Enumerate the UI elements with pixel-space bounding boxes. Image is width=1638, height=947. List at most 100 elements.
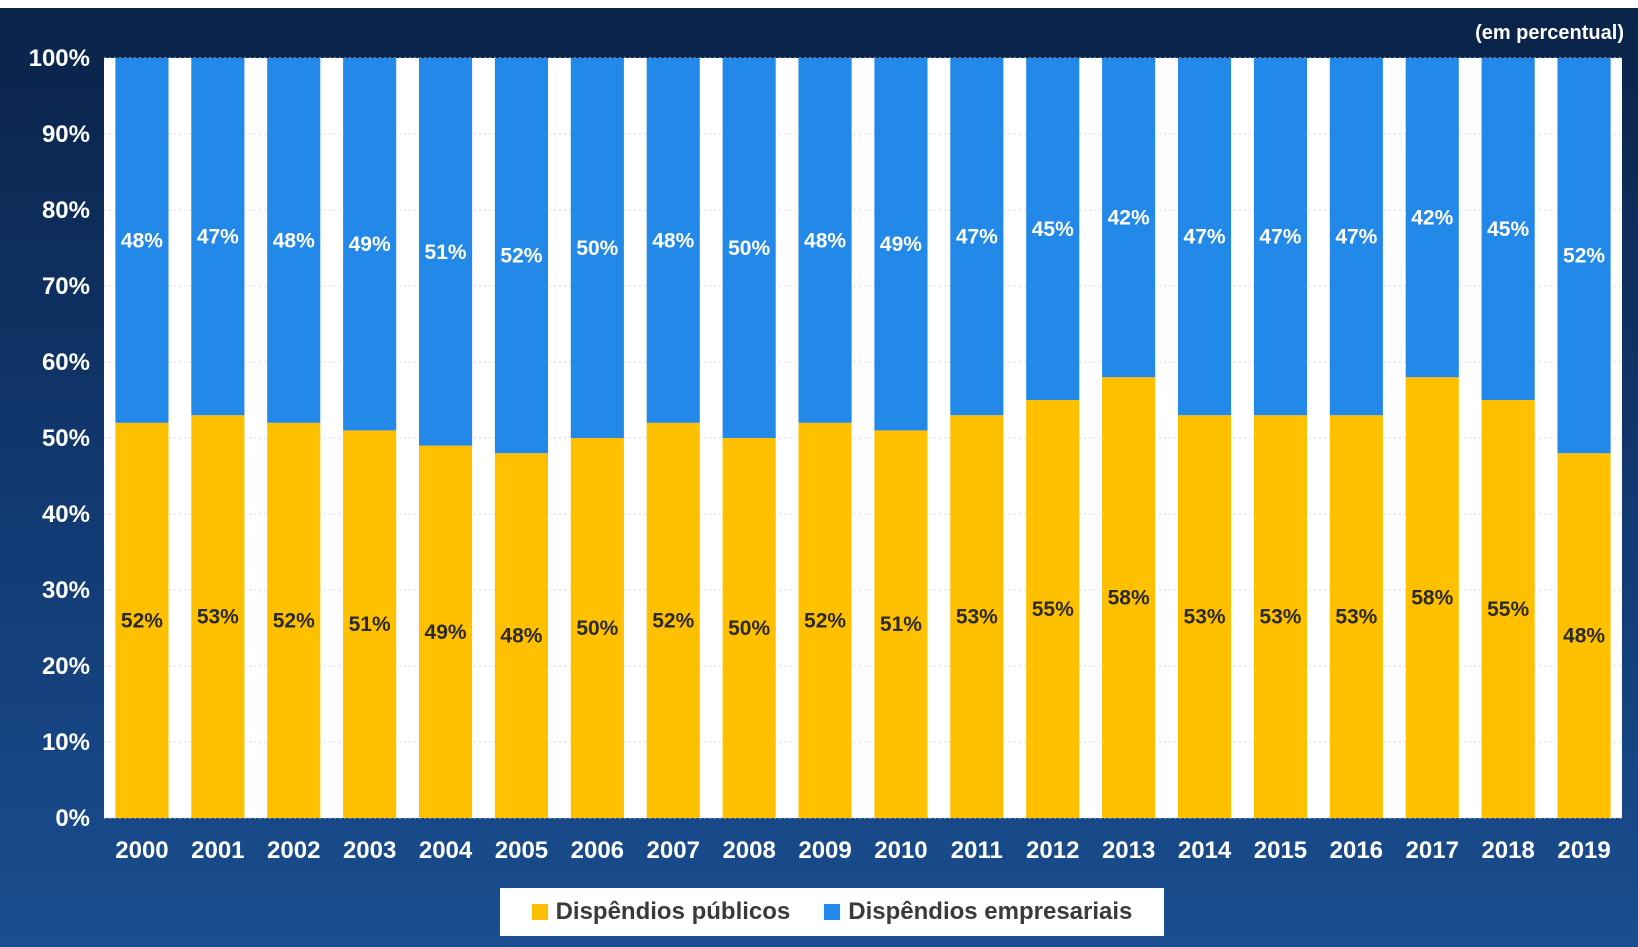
- x-tick-label-2019: 2019: [1557, 837, 1610, 864]
- data-label-public-2005: 48%: [500, 625, 542, 648]
- data-label-business-2008: 50%: [728, 237, 770, 260]
- y-tick-label: 10%: [42, 729, 90, 756]
- bar-public-2008: [722, 438, 776, 818]
- unit-note: (em percentual): [1475, 22, 1624, 44]
- bar-business-2008: [722, 58, 776, 438]
- bar-public-2016: [1329, 415, 1383, 818]
- data-label-business-2003: 49%: [349, 233, 391, 256]
- data-label-public-2001: 53%: [197, 606, 239, 629]
- data-label-public-2012: 55%: [1032, 598, 1074, 621]
- bar-public-2000: [115, 422, 169, 818]
- data-label-business-2006: 50%: [576, 237, 618, 260]
- x-tick-label-2015: 2015: [1254, 837, 1307, 864]
- x-tick-label-2012: 2012: [1026, 837, 1079, 864]
- bar-public-2019: [1557, 453, 1611, 818]
- bar-public-2002: [267, 422, 321, 818]
- bar-public-2007: [646, 422, 700, 818]
- x-tick-label-2014: 2014: [1178, 837, 1232, 864]
- x-tick-label-2004: 2004: [419, 837, 473, 864]
- legend-label-public: Dispêndios públicos: [555, 898, 791, 925]
- x-tick-label-2008: 2008: [722, 837, 775, 864]
- data-label-public-2017: 58%: [1411, 587, 1453, 610]
- legend: Dispêndios públicos Dispêndios empresari…: [500, 888, 1164, 936]
- legend-label-business: Dispêndios empresariais: [848, 898, 1133, 925]
- bar-business-2012: [1026, 58, 1080, 400]
- data-label-business-2018: 45%: [1487, 218, 1529, 241]
- x-tick-label-2000: 2000: [115, 837, 168, 864]
- y-tick-label: 50%: [42, 425, 90, 452]
- bar-public-2010: [874, 430, 928, 818]
- data-label-business-2016: 47%: [1335, 226, 1377, 249]
- x-tick-label-2017: 2017: [1406, 837, 1459, 864]
- bar-business-2000: [115, 58, 169, 423]
- data-label-public-2000: 52%: [121, 609, 163, 632]
- bar-public-2014: [1177, 415, 1232, 818]
- bar-public-2005: [494, 453, 549, 818]
- bar-business-2014: [1177, 58, 1232, 416]
- bar-business-2011: [950, 58, 1004, 416]
- legend-swatch-public: [531, 904, 548, 920]
- data-label-public-2015: 53%: [1259, 606, 1301, 629]
- bar-business-2013: [1102, 58, 1156, 378]
- data-label-public-2018: 55%: [1487, 598, 1529, 621]
- bar-public-2017: [1405, 377, 1459, 818]
- bar-business-2007: [646, 58, 700, 423]
- y-tick-label: 70%: [42, 273, 90, 300]
- bar-public-2004: [418, 445, 473, 818]
- bar-business-2003: [343, 58, 397, 431]
- y-tick-label: 40%: [42, 501, 90, 528]
- y-axis: 0% 10% 20% 30% 40% 50% 60% 70% 80% 90% 100%: [29, 45, 90, 832]
- y-tick-label: 30%: [42, 577, 90, 604]
- x-tick-label-2013: 2013: [1102, 837, 1155, 864]
- data-label-business-2007: 48%: [652, 229, 694, 252]
- x-tick-label-2011: 2011: [951, 837, 1003, 864]
- y-tick-label: 0%: [55, 805, 90, 832]
- x-tick-label-2018: 2018: [1481, 837, 1534, 864]
- bar-business-2015: [1253, 58, 1308, 416]
- data-label-business-2010: 49%: [880, 233, 922, 256]
- data-label-public-2002: 52%: [273, 609, 315, 632]
- data-label-business-2017: 42%: [1411, 207, 1453, 230]
- bar-public-2013: [1102, 377, 1156, 818]
- x-tick-label-2009: 2009: [798, 837, 851, 864]
- bar-business-2017: [1405, 58, 1459, 378]
- data-label-business-2011: 47%: [956, 226, 998, 249]
- y-tick-label: 100%: [29, 45, 90, 72]
- bar-business-2002: [267, 58, 321, 423]
- data-label-business-2009: 48%: [804, 229, 846, 252]
- x-tick-label-2016: 2016: [1330, 837, 1383, 864]
- bar-public-2006: [570, 438, 624, 818]
- data-label-public-2013: 58%: [1108, 587, 1150, 610]
- bar-business-2009: [798, 58, 852, 423]
- data-label-business-2001: 47%: [197, 226, 239, 249]
- bar-public-2015: [1253, 415, 1308, 818]
- data-label-public-2003: 51%: [349, 613, 391, 636]
- data-labels: 52% 48% 53% 47% 52% 48% 51% 49% 49% 51% 48% 52% 50% 5…: [121, 207, 1605, 648]
- bar-business-2005: [494, 58, 549, 454]
- data-label-public-2010: 51%: [880, 613, 922, 636]
- bar-business-2006: [570, 58, 624, 438]
- data-label-public-2008: 50%: [728, 617, 770, 640]
- data-label-public-2016: 53%: [1335, 606, 1377, 629]
- data-label-business-2015: 47%: [1259, 226, 1301, 249]
- data-label-business-2002: 48%: [273, 229, 315, 252]
- data-label-business-2013: 42%: [1108, 207, 1150, 230]
- bar-business-2019: [1557, 58, 1611, 454]
- bar-business-2018: [1481, 58, 1535, 400]
- bar-business-2016: [1329, 58, 1383, 416]
- data-label-public-2007: 52%: [652, 609, 694, 632]
- x-tick-label-2010: 2010: [874, 837, 927, 864]
- x-tick-label-2001: 2001: [191, 837, 244, 864]
- data-label-public-2011: 53%: [956, 606, 998, 629]
- bar-public-2012: [1026, 400, 1080, 818]
- data-label-business-2014: 47%: [1184, 226, 1226, 249]
- data-label-public-2014: 53%: [1184, 606, 1226, 629]
- bars: [115, 58, 1611, 818]
- data-label-business-2019: 52%: [1563, 245, 1605, 268]
- data-label-business-2012: 45%: [1032, 218, 1074, 241]
- bar-business-2010: [874, 58, 928, 431]
- data-label-public-2006: 50%: [576, 617, 618, 640]
- y-tick-label: 80%: [42, 197, 90, 224]
- y-tick-label: 60%: [42, 349, 90, 376]
